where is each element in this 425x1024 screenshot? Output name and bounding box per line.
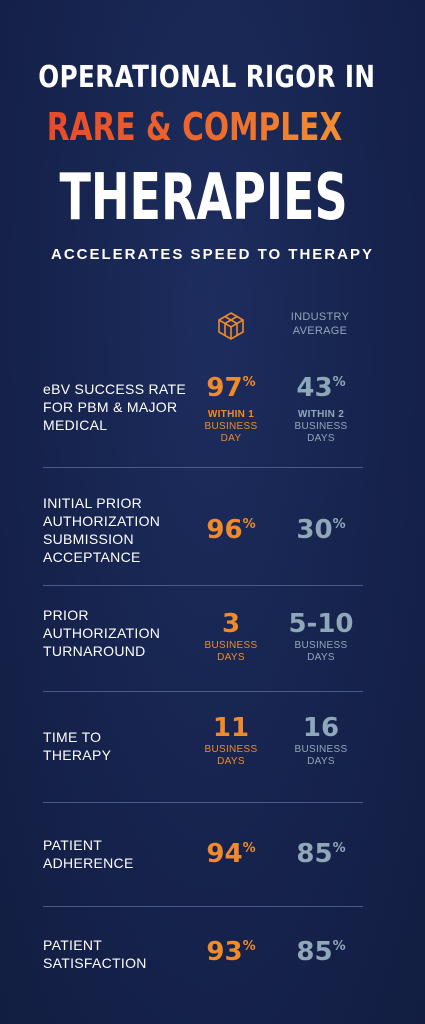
industry-value: 30% [296,515,346,545]
divider [43,691,363,692]
industry-average-header: INDUSTRY AVERAGE [290,311,350,337]
our-value: 96% [206,515,256,545]
divider [43,906,363,907]
divider [43,467,363,468]
company-logo-icon [216,311,246,341]
divider [43,585,363,586]
our-value: 3 BUSINESS DAYS [204,609,258,663]
industry-value: 16 BUSINESS DAYS [294,713,348,767]
our-value: 11 BUSINESS DAYS [204,713,258,767]
metric-label: INITIAL PRIOR AUTHORIZATION SUBMISSION A… [43,495,161,565]
title-line-3: THERAPIES [59,161,348,235]
metric-label: eBV SUCCESS RATE FOR PBM & MAJOR MEDICAL [43,381,187,433]
title-line-1: OPERATIONAL RIGOR IN [38,60,376,95]
metric-label: PATIENT SATISFACTION [43,937,147,971]
industry-value: 85% [296,839,346,869]
metric-label: PATIENT ADHERENCE [43,837,134,871]
industry-value: 43% WITHIN 2 BUSINESS DAYS [294,373,348,444]
divider [43,802,363,803]
our-value: 94% [206,839,256,869]
metric-label: PRIOR AUTHORIZATION TURNAROUND [43,607,161,659]
title-line-2: RARE & COMPLEX [47,104,379,150]
our-value: 93% [206,937,256,967]
metric-label: TIME TO THERAPY [43,729,112,763]
industry-value: 5-10 BUSINESS DAYS [288,609,354,663]
industry-value: 85% [296,937,346,967]
our-value: 97% WITHIN 1 BUSINESS DAY [204,373,258,444]
subtitle: ACCELERATES SPEED TO THERAPY [51,246,374,263]
